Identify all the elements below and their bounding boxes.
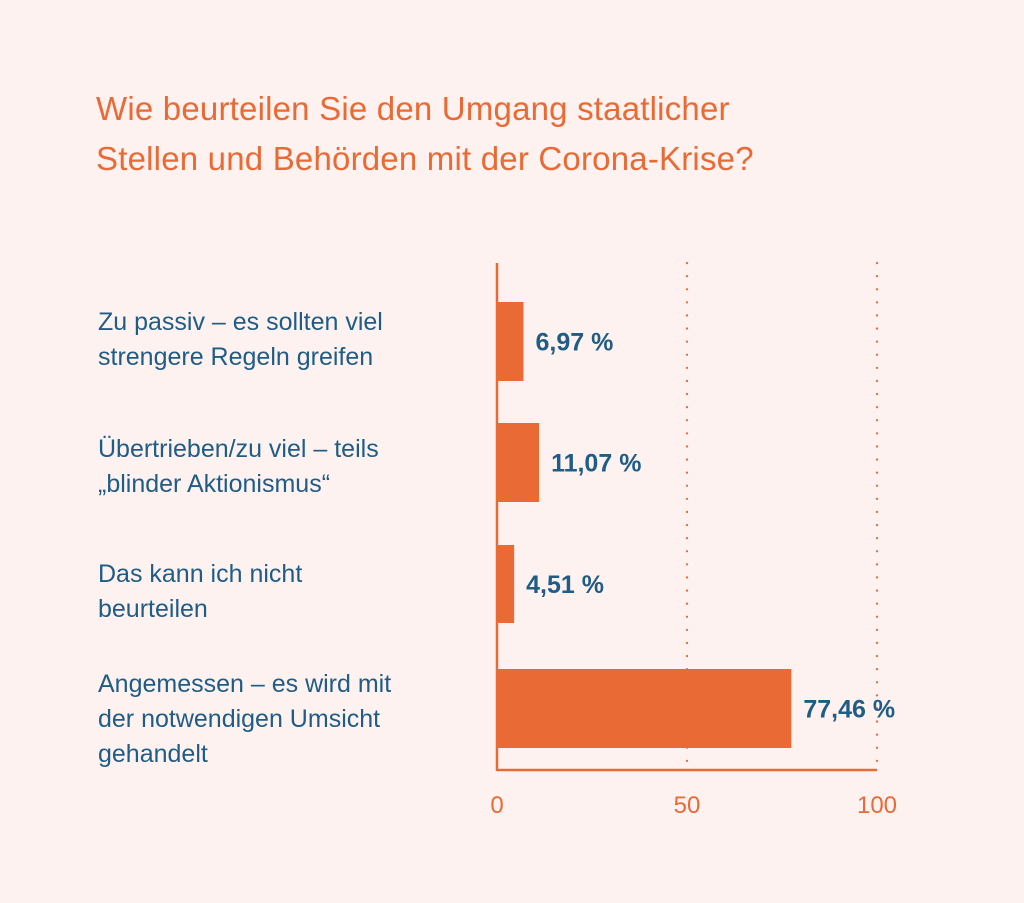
category-label-1: Zu passiv – es sollten viel strengere Re… (98, 305, 488, 375)
category-label-line: Übertrieben/zu viel – teils (98, 435, 379, 463)
category-label-4: Angemessen – es wird mit der notwendigen… (98, 667, 488, 772)
bar (497, 302, 524, 381)
bar (497, 545, 515, 623)
category-label-line: Angemessen – es wird mit (98, 670, 392, 698)
x-tick-label: 100 (857, 792, 897, 819)
chart-title-line-2: Stellen und Behörden mit der Corona-Kris… (96, 140, 754, 177)
data-label: 6,97 % (535, 329, 613, 357)
x-tick-label: 50 (674, 792, 701, 819)
chart-title: Wie beurteilen Sie den Umgang staatliche… (96, 84, 976, 184)
category-label-2: Übertrieben/zu viel – teils „blinder Akt… (98, 432, 488, 502)
category-label-line: Zu passiv – es sollten viel (98, 308, 383, 336)
category-label-line: strengere Regeln greifen (98, 343, 374, 371)
data-label: 4,51 % (526, 571, 604, 599)
category-label-line: gehandelt (98, 740, 208, 768)
chart-title-line-1: Wie beurteilen Sie den Umgang staatliche… (96, 90, 730, 127)
bar (497, 423, 540, 502)
category-label-line: beurteilen (98, 595, 208, 623)
category-label-line: „blinder Aktionismus“ (98, 470, 331, 498)
x-tick-label: 0 (490, 792, 503, 819)
category-label-line: der notwendigen Umsicht (98, 705, 381, 733)
category-label-line: Das kann ich nicht (98, 560, 303, 588)
data-label: 11,07 % (551, 450, 641, 478)
data-label: 77,46 % (803, 696, 895, 724)
bar (497, 669, 792, 748)
category-label-3: Das kann ich nicht beurteilen (98, 557, 488, 627)
